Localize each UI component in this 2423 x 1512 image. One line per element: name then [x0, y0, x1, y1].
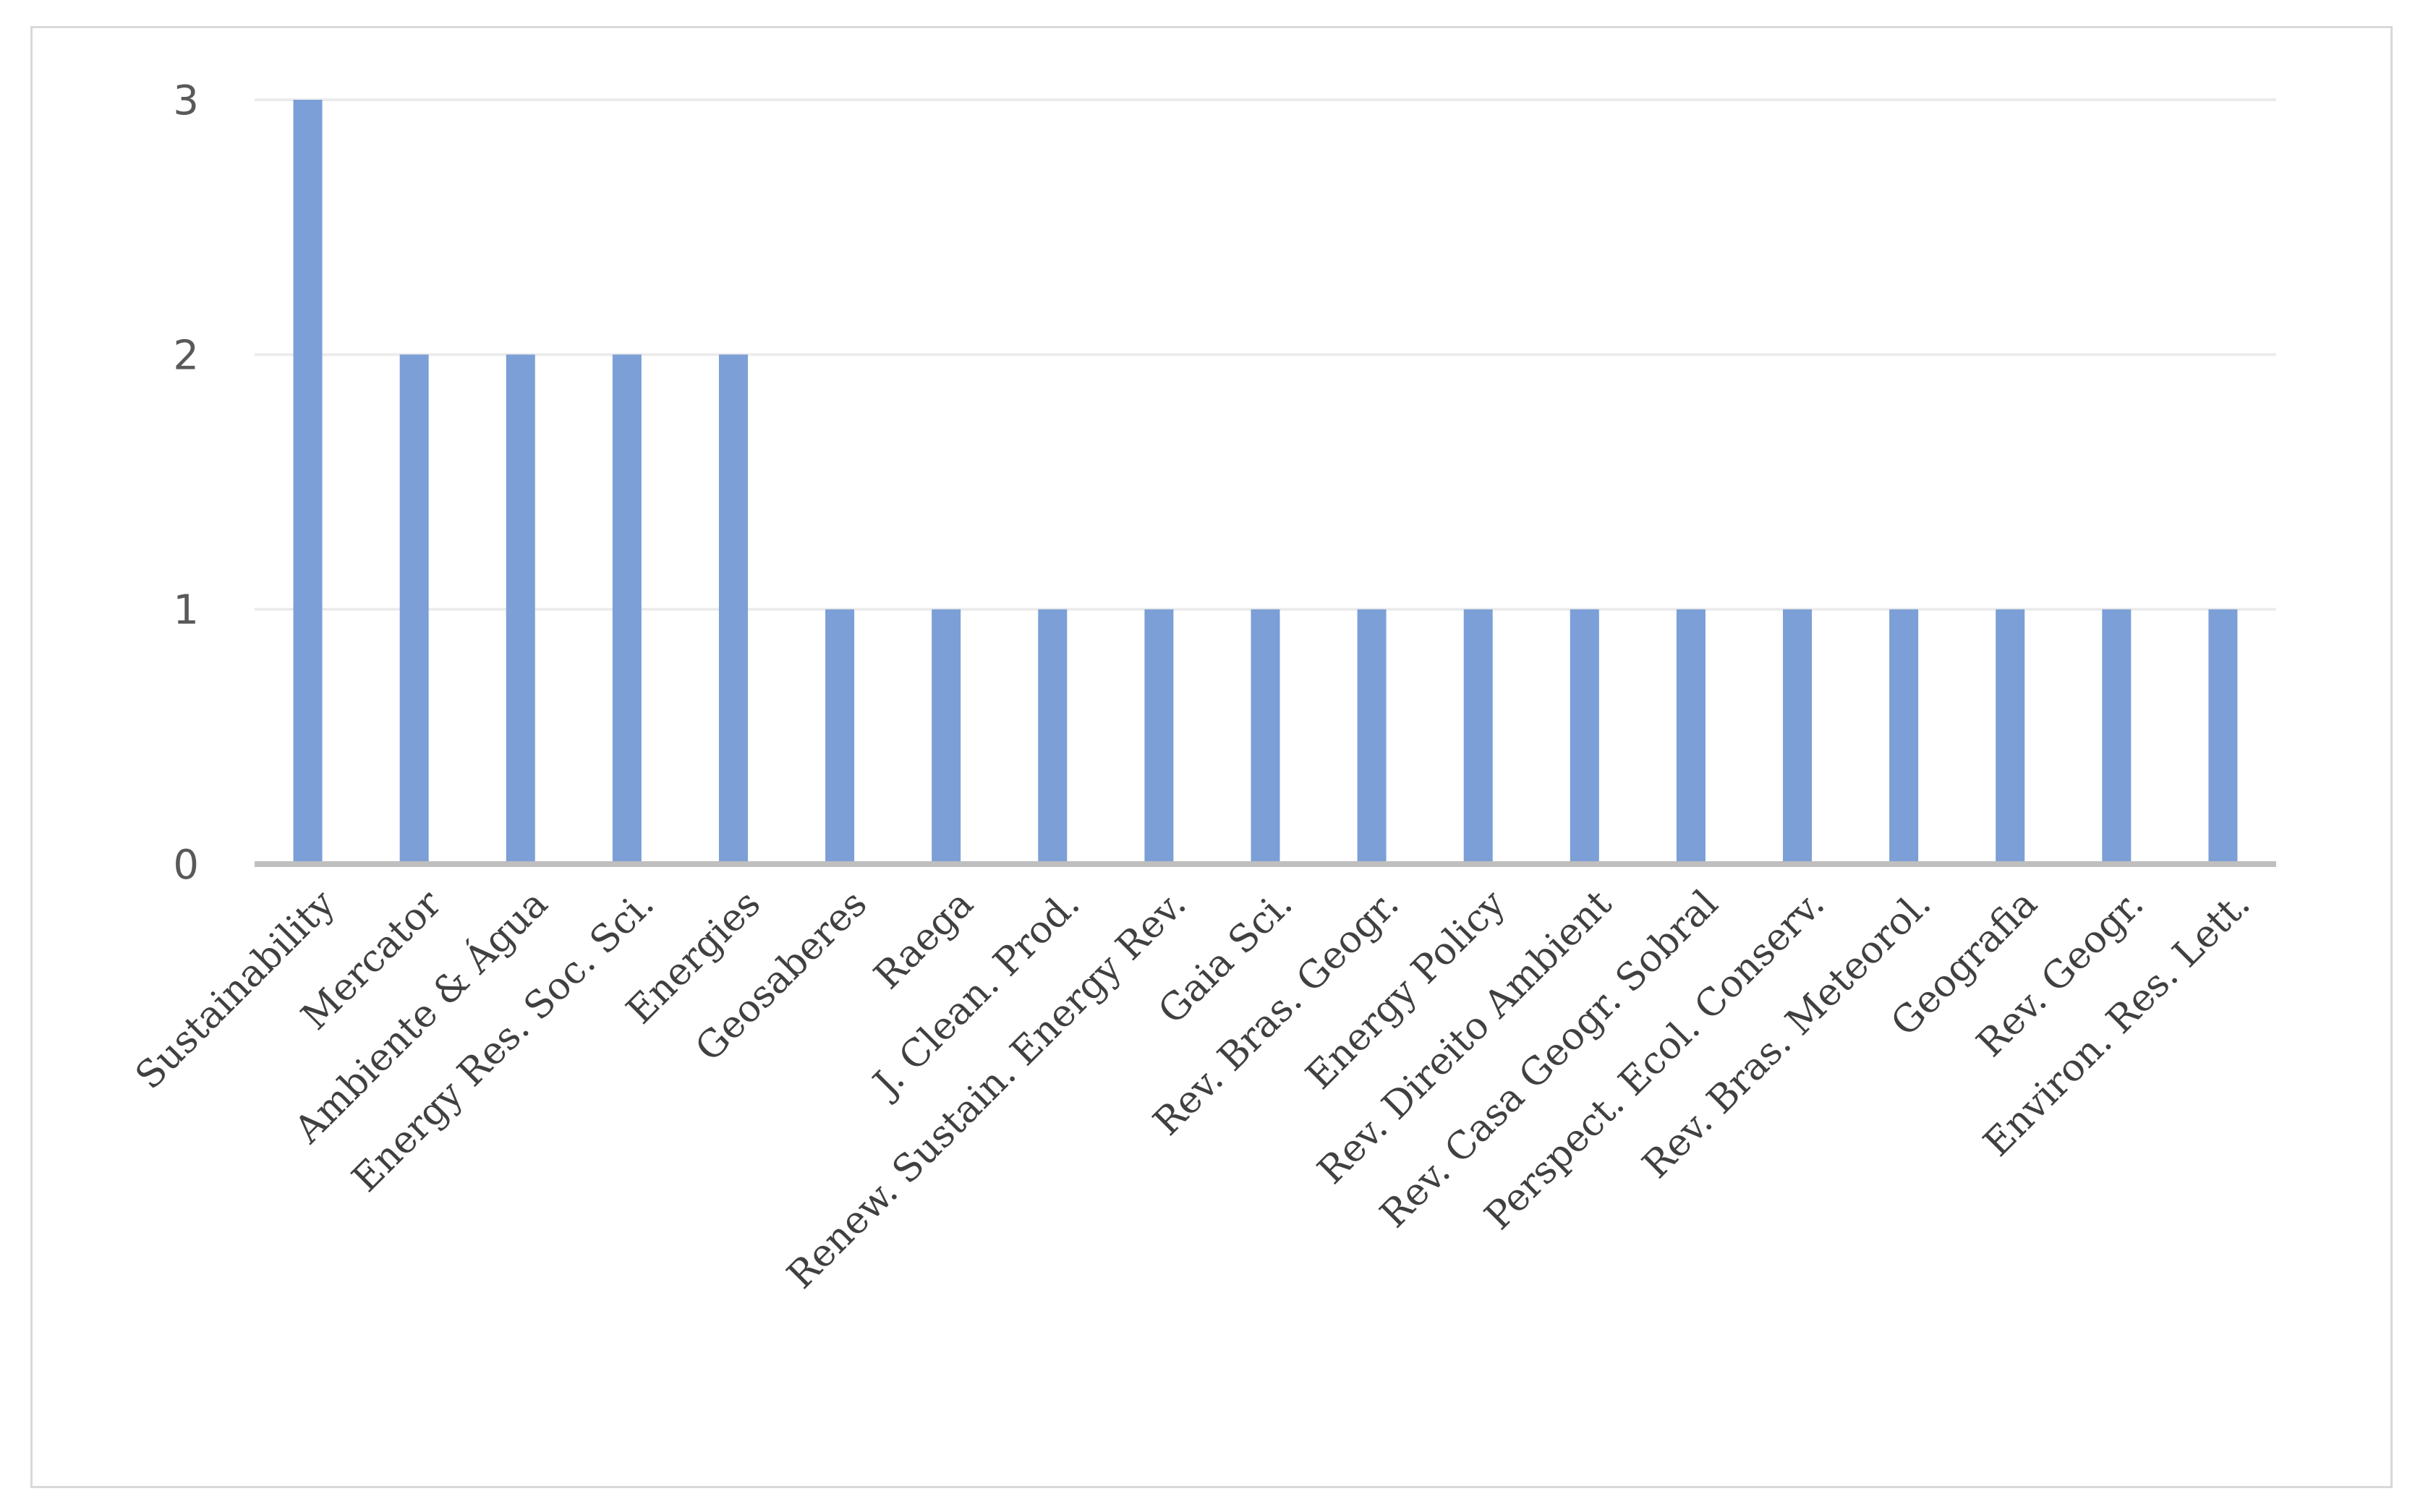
bar [1783, 609, 1813, 864]
y-tick-label: 2 [173, 332, 199, 379]
bar [2102, 609, 2132, 864]
bar [932, 609, 961, 864]
bars [293, 100, 2238, 864]
bar [1144, 609, 1174, 864]
bar [1676, 609, 1706, 864]
bar [1038, 609, 1068, 864]
chart-frame: 0 1 2 3 Sustainability Mercator Ambiente & Ág… [30, 26, 2393, 1488]
y-tick-label: 3 [173, 77, 199, 124]
bar [612, 354, 642, 864]
bar [1357, 609, 1387, 864]
bar [1463, 609, 1493, 864]
y-tick-label: 0 [173, 842, 199, 889]
bar [825, 609, 855, 864]
bar [506, 354, 535, 864]
bar [1996, 609, 2025, 864]
bar [1889, 609, 1919, 864]
bar [293, 100, 323, 864]
bar [1251, 609, 1280, 864]
gridlines [255, 98, 2276, 611]
bar [2208, 609, 2238, 864]
bar [399, 354, 429, 864]
y-tick-label: 1 [173, 587, 199, 634]
bar [1570, 609, 1599, 864]
bar [718, 354, 748, 864]
y-tick-labels: 0 1 2 3 [173, 77, 199, 889]
